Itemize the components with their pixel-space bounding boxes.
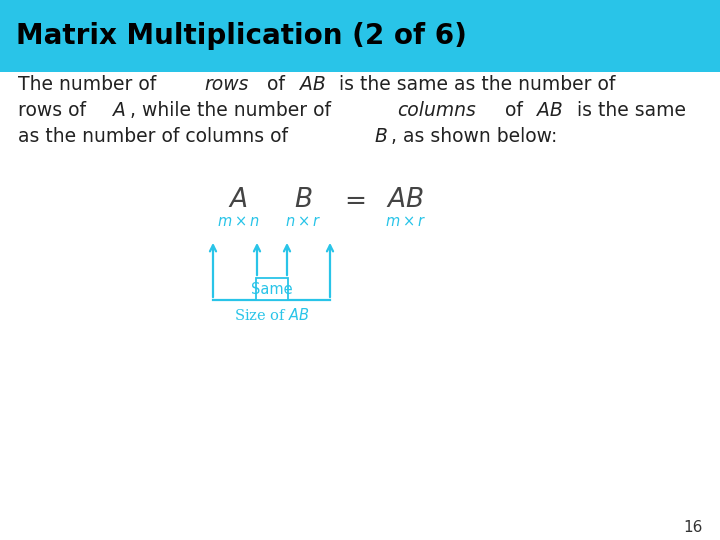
Text: $m \times r$: $m \times r$ <box>384 214 426 230</box>
Text: Size of $AB$: Size of $AB$ <box>234 307 310 323</box>
Text: The number of: The number of <box>18 76 162 94</box>
Text: as the number of columns of: as the number of columns of <box>18 127 294 146</box>
Text: $n \times r$: $n \times r$ <box>285 214 321 230</box>
Text: , while the number of: , while the number of <box>130 102 337 120</box>
Text: $A$: $A$ <box>228 187 248 213</box>
Text: AB: AB <box>300 76 325 94</box>
Text: AB: AB <box>537 102 563 120</box>
Text: $B$: $B$ <box>294 187 312 213</box>
Text: columns: columns <box>397 102 476 120</box>
Bar <box>256 278 288 300</box>
Text: 16: 16 <box>683 519 703 535</box>
Text: $AB$: $AB$ <box>386 187 424 213</box>
Text: , as shown below:: , as shown below: <box>391 127 557 146</box>
Text: B: B <box>374 127 387 146</box>
Text: $=$: $=$ <box>339 187 365 213</box>
Text: is the same as the number of: is the same as the number of <box>333 76 616 94</box>
Text: Matrix Multiplication (2 of 6): Matrix Multiplication (2 of 6) <box>16 22 467 50</box>
Text: is the same: is the same <box>570 102 685 120</box>
Text: Same: Same <box>251 281 293 296</box>
Text: rows of: rows of <box>18 102 92 120</box>
Bar <box>0 0 720 72</box>
Text: $m \times n$: $m \times n$ <box>217 214 259 230</box>
Text: of: of <box>499 102 528 120</box>
Text: rows: rows <box>204 76 248 94</box>
Text: of: of <box>261 76 292 94</box>
Text: A: A <box>114 102 126 120</box>
